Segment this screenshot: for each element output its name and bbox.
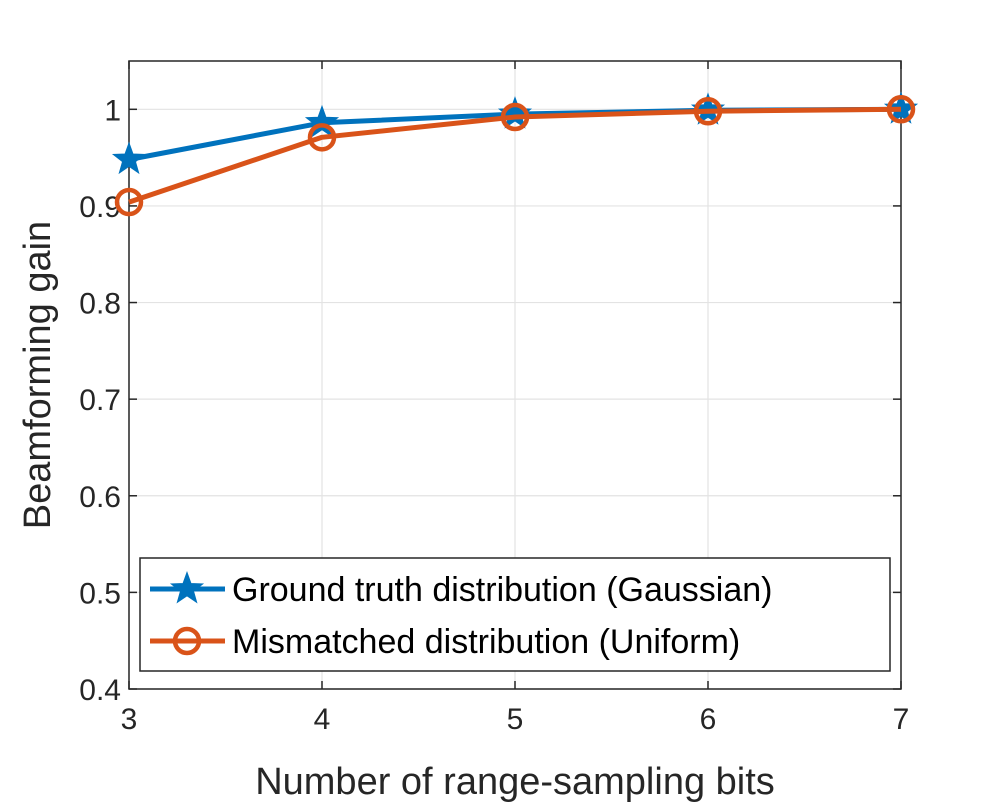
x-tick-label: 6 (700, 703, 717, 736)
data-point (500, 102, 530, 132)
legend-marker (169, 571, 205, 604)
series-uniform (114, 95, 916, 217)
legend-box (139, 557, 891, 672)
series-layer (111, 91, 919, 217)
ticks (128, 61, 902, 690)
legend-marker (172, 626, 202, 656)
x-tick-label: 4 (314, 703, 331, 736)
y-tick-label: 1 (104, 94, 121, 127)
legend-label: Ground truth distribution (Gaussian) (232, 571, 772, 609)
y-axis-label: Beamforming gain (17, 221, 59, 529)
legend: Ground truth distribution (Gaussian) Mism… (139, 557, 891, 672)
data-point (307, 123, 337, 152)
y-tick-label: 0.8 (79, 288, 121, 321)
series-line (128, 106, 902, 205)
legend-item: Ground truth distribution (Gaussian) (150, 571, 772, 609)
data-point (886, 95, 916, 124)
y-tick-label: 0.9 (79, 191, 121, 224)
legend-item: Mismatched distribution (Uniform) (150, 623, 740, 661)
x-tick-label: 3 (121, 703, 138, 736)
legend-label: Mismatched distribution (Uniform) (232, 623, 740, 661)
data-point (693, 96, 723, 126)
x-tick-label: 5 (507, 703, 524, 736)
x-tick-label: 7 (893, 703, 910, 736)
y-tick-label: 0.6 (79, 481, 121, 514)
y-tick-label: 0.7 (79, 384, 121, 417)
x-axis-label: Number of range-sampling bits (255, 761, 775, 803)
y-tick-label: 0.5 (79, 577, 121, 610)
data-point (114, 187, 144, 217)
y-tick-label: 0.4 (79, 674, 121, 707)
data-point (304, 104, 340, 138)
tick-labels: 3 4 5 6 7 0.4 0.5 0.6 0.7 0.8 0.9 1 (79, 94, 909, 736)
data-point (111, 141, 147, 175)
